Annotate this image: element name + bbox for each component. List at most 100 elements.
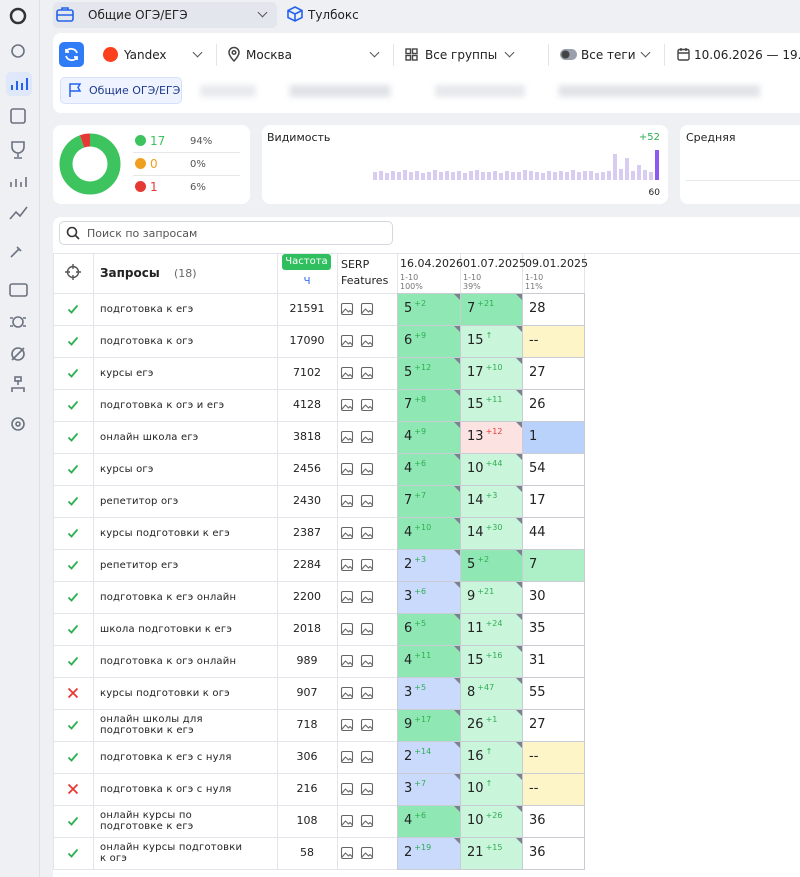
position: 15 (467, 397, 484, 412)
corner (454, 550, 460, 556)
serp-icon (360, 622, 374, 636)
delta: +9 (414, 427, 427, 436)
cell (337, 677, 398, 710)
tags[interactable]: Все теги (581, 48, 636, 62)
refresh-button[interactable] (59, 42, 84, 67)
position: 31 (529, 653, 546, 668)
position: 4 (404, 429, 413, 444)
position: 14 (467, 525, 484, 540)
calendar-icon (677, 48, 690, 61)
status-icon (67, 687, 79, 699)
delta: +7 (414, 491, 427, 500)
corner (454, 838, 460, 844)
cell (277, 645, 338, 678)
visibility-bar (601, 171, 605, 180)
visibility-bar (427, 171, 431, 180)
visibility-bar (529, 171, 533, 180)
donut-segment (59, 133, 121, 195)
cell (93, 549, 278, 582)
serp-icon (360, 654, 374, 668)
cell (397, 453, 461, 486)
cell (460, 645, 523, 678)
visibility-bar (541, 172, 545, 180)
serp-icon (340, 398, 354, 412)
sidebar (0, 0, 40, 877)
position: 6 (404, 621, 413, 636)
visibility-bar (553, 172, 557, 180)
corner (516, 582, 522, 588)
position: 17 (467, 365, 484, 380)
position: 4 (404, 525, 413, 540)
stat-value: 1 (150, 180, 158, 194)
cell (93, 677, 278, 710)
position: 26 (529, 397, 546, 412)
cell (522, 773, 585, 806)
cell (460, 581, 523, 614)
project-select[interactable] (53, 2, 277, 28)
position: -- (529, 333, 539, 348)
cell (522, 549, 585, 582)
delta: +21 (477, 587, 495, 596)
status-icon (67, 848, 79, 858)
cell (460, 549, 523, 582)
visibility-card (262, 125, 668, 204)
stat-divider (133, 152, 240, 153)
cell (277, 741, 338, 774)
corner (516, 390, 522, 396)
visibility-bar (397, 171, 401, 180)
frequency: 989 (296, 654, 318, 667)
frequency: 17090 (289, 334, 325, 347)
average-line (686, 180, 800, 181)
groups[interactable]: Все группы (425, 48, 498, 62)
position: 36 (529, 813, 546, 828)
visibility-bar (481, 172, 485, 180)
date-percent: 100% (400, 282, 423, 291)
cell (337, 485, 398, 518)
freq-sub: Ч (303, 276, 311, 287)
serp-icon (360, 750, 374, 764)
cell (397, 325, 461, 358)
target-icon (65, 264, 81, 280)
delta: +2 (414, 299, 427, 308)
serp-icon (340, 558, 354, 572)
visibility-bar (643, 170, 647, 180)
query: курсы егэ (100, 367, 154, 379)
corner (454, 646, 460, 652)
status-icon (67, 560, 79, 570)
position: 54 (529, 461, 546, 476)
stat-value: 0 (150, 157, 158, 171)
delta: +30 (485, 523, 503, 532)
query: подготовка к огэ онлайн (100, 655, 237, 667)
serp-icon (360, 782, 374, 796)
date-range[interactable]: 10.06.2026 — 19.06. (694, 48, 800, 62)
toolbox[interactable]: Тулбокс (308, 8, 359, 22)
region[interactable]: Москва (246, 48, 292, 62)
stat-value: 17 (150, 134, 166, 148)
corner (516, 326, 522, 332)
search-input[interactable] (59, 221, 393, 245)
status-icon (67, 720, 79, 730)
cell (460, 773, 523, 806)
status-icon (67, 304, 79, 314)
visibility-bar (499, 172, 503, 180)
delta: +3 (414, 555, 427, 564)
visibility-bar (595, 172, 599, 180)
position: 10 (467, 781, 484, 796)
visibility-bar (475, 170, 479, 180)
query: курсы огэ (100, 463, 154, 475)
serp-icon (360, 430, 374, 444)
corner (516, 294, 522, 300)
date-range: 1-10 (400, 273, 419, 282)
date-range: 1-10 (463, 273, 482, 282)
delta: +19 (414, 843, 432, 852)
frequency: 108 (296, 814, 318, 827)
cell (522, 517, 585, 550)
engine[interactable]: Yandex (124, 48, 167, 62)
query: подготовка к егэ с нуля (100, 751, 232, 763)
tags-icon (560, 49, 577, 60)
query: подготовка к егэ онлайн (100, 591, 237, 603)
cell (397, 773, 461, 806)
stat-percent: 0% (190, 159, 206, 170)
position: 4 (404, 653, 413, 668)
delta: +12 (414, 363, 432, 372)
